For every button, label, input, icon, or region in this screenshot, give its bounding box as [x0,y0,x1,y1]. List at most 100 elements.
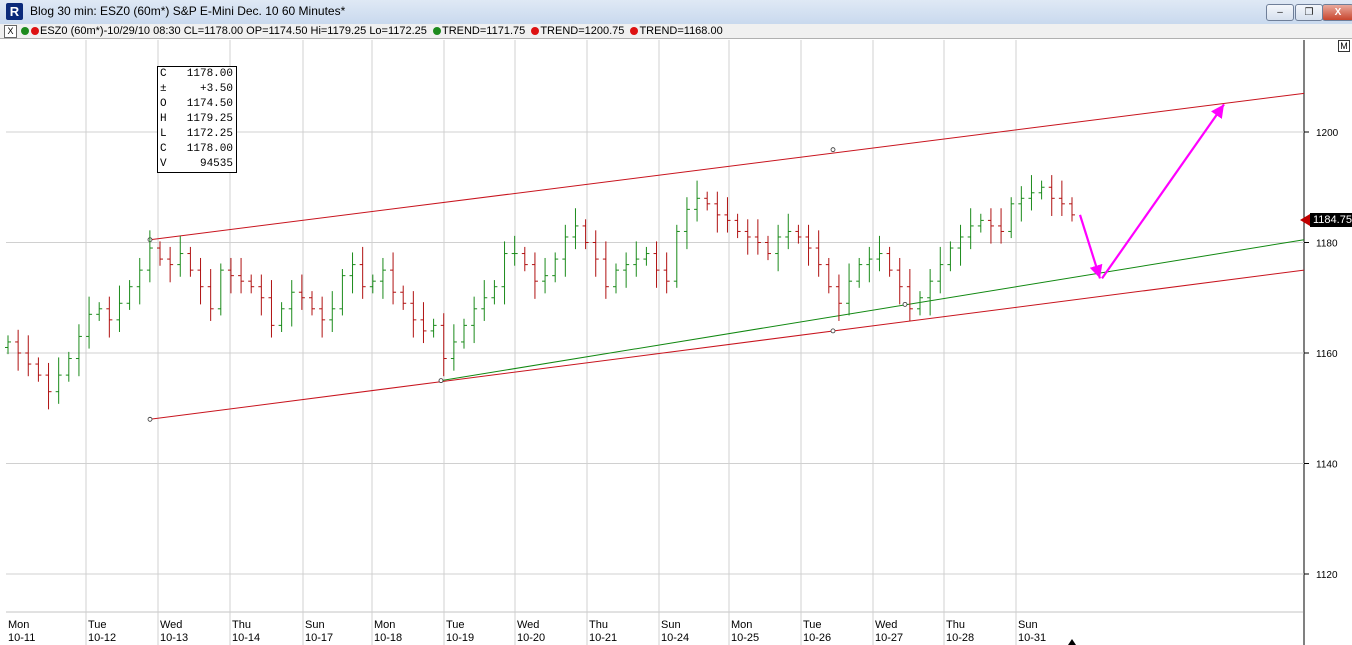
trendline-anchor [438,378,444,384]
price-bar [96,302,103,321]
price-bar [765,235,771,261]
price-bar [795,224,802,244]
price-bar [238,257,245,294]
ohlc-key: C [160,143,167,155]
x-day-label: Mon [8,619,29,631]
price-bar [896,257,903,305]
price-bar [450,324,457,371]
price-bar [704,191,711,211]
x-day-label: Thu [232,619,251,631]
price-bar [531,252,538,299]
trendline-anchor [830,328,836,334]
price-bar [197,257,204,305]
price-bar [856,257,863,288]
price-bar [309,291,315,316]
price-bar [552,252,559,283]
ohlc-key: ± [160,83,167,95]
price-bar [957,224,964,266]
price-bar [217,263,224,316]
price-bar [977,213,984,233]
x-day-label: Tue [803,619,822,631]
price-bar [471,296,478,344]
price-bar [298,274,305,310]
x-date-label: 10-20 [517,632,545,644]
price-bar [542,257,549,294]
price-bar [55,357,62,404]
trendline [440,239,1305,382]
price-bar [592,230,599,277]
minimize-button[interactable]: – [1266,4,1294,21]
x-date-label: 10-31 [1018,632,1046,644]
price-bar [15,329,22,371]
y-tick-label: 1180 [1316,239,1338,250]
x-day-label: Wed [160,619,182,631]
price-bar [288,280,295,327]
up-arrow-icon [1101,103,1225,280]
price-bar [663,252,670,294]
chart-info-bar: X ESZ0 (60m*)-10/29/10 08:30 CL=1178.00 O… [0,24,1352,39]
x-day-label: Thu [946,619,965,631]
ohlc-row: O 1174.50 [158,97,236,112]
ohlc-key: C [160,68,167,80]
ohlc-row: H 1179.25 [158,112,236,127]
price-bar [754,219,761,255]
price-bar [157,241,163,266]
price-bar [45,362,52,410]
trend-3-text: TREND=1168.00 [639,25,723,37]
price-bar [967,208,974,250]
price-bar [379,257,386,299]
price-bar [177,235,184,277]
price-bar [248,274,255,294]
price-bar [643,246,650,266]
red-dot-icon [31,27,39,35]
ohlc-key: O [160,98,167,110]
price-bar [825,257,832,294]
price-bar [927,269,934,316]
price-bar [258,274,265,316]
y-tick-label: 1200 [1316,128,1339,139]
price-bar [582,219,589,250]
last-price-marker: 1184.75 [1310,213,1352,227]
price-bar [126,280,133,310]
price-bar [1008,197,1015,239]
x-date-label: 10-21 [589,632,617,644]
price-bar [319,296,326,338]
title-bar: R Blog 30 min: ESZ0 (60m*) S&P E-Mini De… [0,0,1352,25]
x-day-label: Wed [517,619,539,631]
price-bar [937,246,944,294]
price-bar [207,269,214,321]
y-tick-label: 1160 [1316,349,1338,360]
trend-red-icon [531,27,540,35]
price-bar [1069,197,1075,222]
price-bar [511,235,518,266]
price-bar [572,208,579,250]
price-bar [815,230,822,277]
x-date-label: 10-28 [946,632,974,644]
price-bar [349,252,356,294]
close-chart-icon[interactable]: X [4,25,17,38]
ohlc-value: 1172.25 [186,128,233,140]
price-bar [805,224,812,266]
x-day-label: Tue [88,619,107,631]
price-bar [106,296,113,338]
price-bar [775,224,782,272]
price-bar [633,241,640,277]
x-day-label: Sun [1018,619,1038,631]
price-bar [440,313,447,377]
close-button[interactable]: X [1322,4,1352,21]
last-price-arrow-icon [1300,214,1310,226]
x-day-label: Wed [875,619,897,631]
price-bar [906,269,913,321]
menu-toggle-button[interactable]: M [1338,40,1350,52]
price-bar [187,246,194,277]
price-bar [673,224,680,288]
price-bar [562,224,569,277]
ohlc-data-box: C 1178.00 ± +3.50 O 1174.50 H 1179.25 L 1172.25 C 1… [157,66,237,173]
x-date-label: 10-27 [875,632,903,644]
price-bar [734,213,741,239]
price-bar [390,252,397,305]
price-bar [714,191,721,233]
price-bar [501,241,508,305]
x-date-label: 10-13 [160,632,188,644]
